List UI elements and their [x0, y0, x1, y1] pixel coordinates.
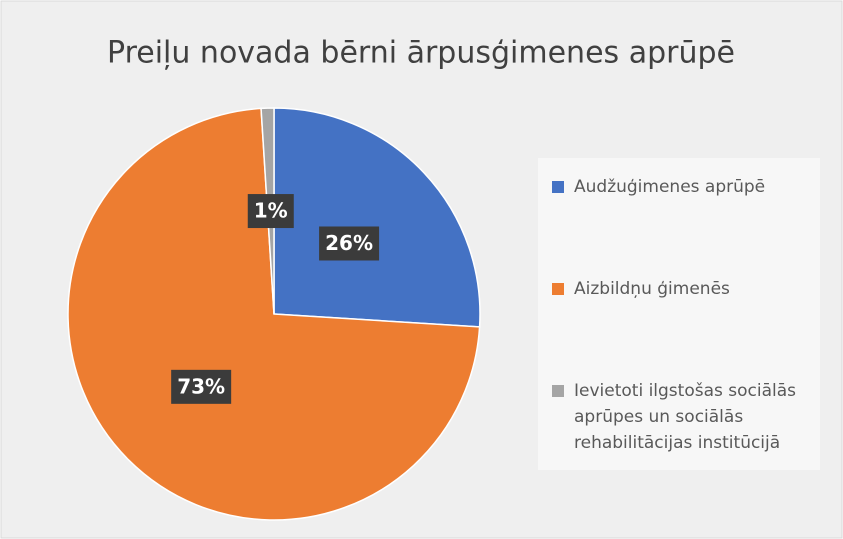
legend-label: Audžuģimenes aprūpē [574, 177, 766, 197]
data-label-box [247, 194, 294, 229]
data-label: 1% [254, 199, 288, 223]
legend-entry: Audžuģimenes aprūpē [552, 174, 816, 200]
chart-title: Preiļu novada bērni ārpusģimenes aprūpē [107, 36, 735, 71]
legend-swatch [552, 385, 564, 397]
data-label: 26% [325, 231, 373, 255]
data-label-box [171, 369, 232, 404]
legend-label: Ievietoti ilgstošas sociālās aprūpes un … [574, 381, 797, 453]
legend-swatch [552, 181, 564, 193]
pie-slice [273, 107, 481, 328]
legend-entry: Ievietoti ilgstošas sociālās aprūpes un … [552, 378, 816, 456]
data-label-box [319, 226, 380, 261]
legend-swatch [552, 283, 564, 295]
data-label: 73% [177, 374, 225, 398]
legend-label: Aizbildņu ģimenēs [574, 279, 730, 299]
pie-slice [67, 107, 481, 521]
legend: Audžuģimenes aprūpē Aizbildņu ģimenēs Ievi… [538, 158, 820, 470]
legend-entry: Aizbildņu ģimenēs [552, 276, 816, 302]
